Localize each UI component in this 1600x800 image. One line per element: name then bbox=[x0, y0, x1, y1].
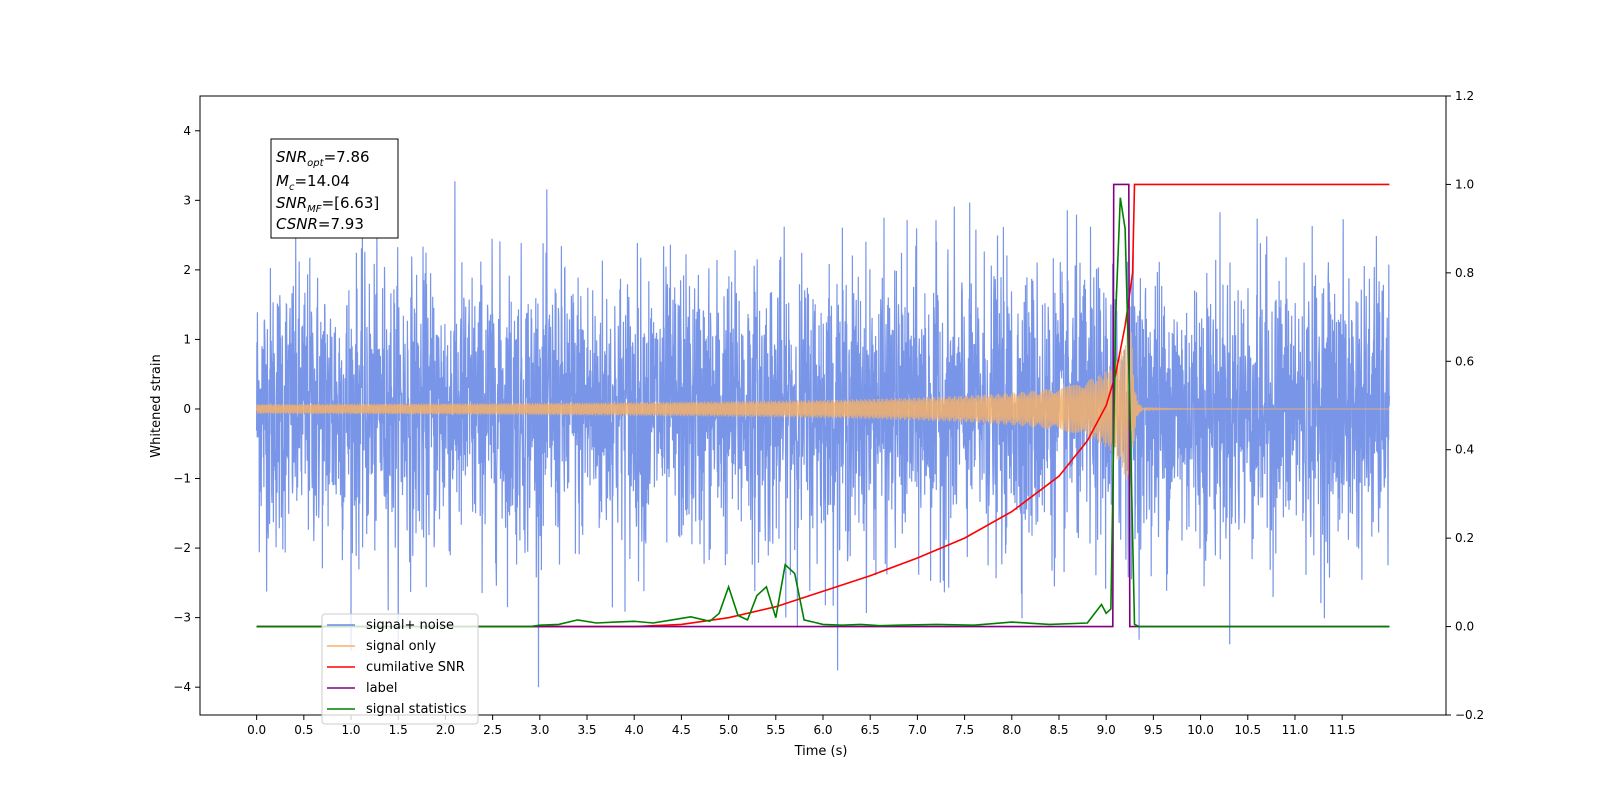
signal-only-layer bbox=[256, 332, 1390, 486]
series-cumilative-snr-line bbox=[256, 183, 1390, 628]
x-tick-label: 4.5 bbox=[672, 723, 691, 737]
x-tick-label: 2.5 bbox=[483, 723, 502, 737]
y2-tick-label: 1.0 bbox=[1455, 177, 1474, 191]
x-tick-label: 5.0 bbox=[719, 723, 738, 737]
y-tick-label: −1 bbox=[173, 472, 191, 486]
x-tick-label: 7.0 bbox=[908, 723, 927, 737]
annotation-mc: Mc=14.04 bbox=[276, 172, 350, 193]
x-tick-label: 6.0 bbox=[813, 723, 832, 737]
annotation-csnr: CSNR=7.93 bbox=[276, 215, 364, 233]
x-tick-label: 0.5 bbox=[294, 723, 313, 737]
right-axis-series-layer bbox=[256, 183, 1390, 628]
y2-tick-label: 1.2 bbox=[1455, 89, 1474, 103]
x-tick-label: 3.0 bbox=[530, 723, 549, 737]
y2-tick-label: 0.4 bbox=[1455, 443, 1474, 457]
y2-tick-label: 0.8 bbox=[1455, 266, 1474, 280]
x-axis-ticks: 0.0 0.5 1.0 1.5 2.0 2.5 3.0 3.5 4.0 4.5 5.0 5.5 6.0 6… bbox=[247, 715, 1356, 737]
legend: signal+ noise signal only cumilative SNR la… bbox=[321, 613, 479, 725]
x-tick-label: 11.5 bbox=[1329, 723, 1356, 737]
annotation-snr-opt: SNRopt=7.86 bbox=[276, 148, 370, 169]
x-tick-label: 1.0 bbox=[341, 723, 360, 737]
y2-tick-label: 0.0 bbox=[1455, 620, 1474, 634]
annotation-snr-mf: SNRMF=[6.63] bbox=[276, 194, 379, 215]
y-tick-label: 2 bbox=[183, 263, 191, 277]
y-axis-ticks: 4 3 2 1 0 −1 −2 −3 −4 bbox=[173, 124, 200, 694]
legend-box bbox=[321, 613, 479, 725]
x-tick-label: 3.5 bbox=[577, 723, 596, 737]
x-tick-label: 1.5 bbox=[389, 723, 408, 737]
x-tick-label: 10.5 bbox=[1234, 723, 1261, 737]
x-tick-label: 9.5 bbox=[1144, 723, 1163, 737]
x-tick-label: 9.0 bbox=[1097, 723, 1116, 737]
legend-label: label bbox=[366, 681, 397, 696]
y-tick-label: 1 bbox=[183, 332, 191, 346]
x-tick-label: 6.5 bbox=[861, 723, 880, 737]
y-tick-label: 0 bbox=[183, 402, 191, 416]
y2-axis-ticks: 1.2 1.0 0.8 0.6 0.4 0.2 0.0 −0.2 bbox=[1446, 89, 1484, 722]
signal-noise-layer bbox=[256, 181, 1390, 688]
legend-label: signal+ noise bbox=[366, 618, 454, 633]
y2-tick-label: 0.2 bbox=[1455, 531, 1474, 545]
y2-tick-label: 0.6 bbox=[1455, 354, 1474, 368]
y2-tick-label: −0.2 bbox=[1455, 708, 1484, 722]
series-signal-statistics-line bbox=[256, 197, 1390, 628]
x-tick-label: 11.0 bbox=[1282, 723, 1309, 737]
x-tick-label: 7.5 bbox=[955, 723, 974, 737]
y-tick-label: 3 bbox=[183, 193, 191, 207]
x-axis-label: Time (s) bbox=[794, 744, 848, 759]
x-tick-label: 2.0 bbox=[436, 723, 455, 737]
x-tick-label: 4.0 bbox=[625, 723, 644, 737]
series-signal-noise-line bbox=[256, 181, 1390, 688]
x-tick-label: 0.0 bbox=[247, 723, 266, 737]
y-tick-label: 4 bbox=[183, 124, 191, 138]
legend-label: signal only bbox=[366, 639, 436, 654]
y-axis-label: Whitened strain bbox=[149, 354, 164, 457]
legend-label: cumilative SNR bbox=[366, 660, 465, 675]
series-signal-only-line bbox=[256, 332, 1390, 486]
y-tick-label: −2 bbox=[173, 541, 191, 555]
y-tick-label: −4 bbox=[173, 680, 191, 694]
y-tick-label: −3 bbox=[173, 611, 191, 625]
x-tick-label: 10.0 bbox=[1187, 723, 1214, 737]
legend-label: signal statistics bbox=[366, 702, 467, 717]
x-tick-label: 8.0 bbox=[1002, 723, 1021, 737]
annotation-box: SNRopt=7.86 Mc=14.04 SNRMF=[6.63] CSNR=7… bbox=[270, 138, 399, 239]
x-tick-label: 5.5 bbox=[766, 723, 785, 737]
x-tick-label: 8.5 bbox=[1049, 723, 1068, 737]
